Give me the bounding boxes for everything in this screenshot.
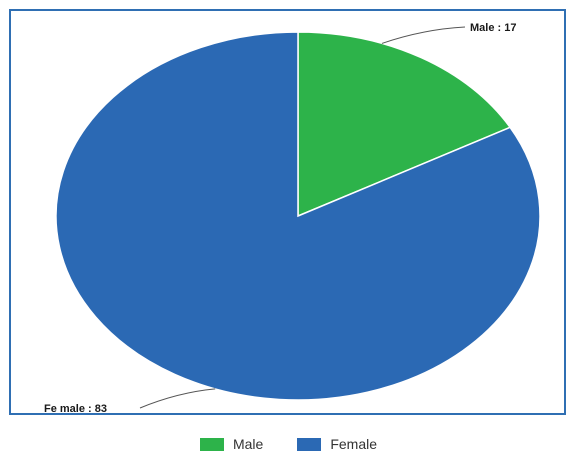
slice-label-male: Male : 17 — [470, 22, 516, 34]
legend-item-female[interactable]: Female — [297, 436, 377, 452]
chart-frame — [9, 9, 566, 415]
leader-line-male — [381, 26, 466, 44]
pie-slices — [55, 31, 541, 401]
pie-slice-male[interactable] — [297, 31, 512, 218]
leader-line-female — [139, 388, 216, 409]
leader-lines — [139, 26, 466, 409]
pie-slice-female[interactable] — [55, 31, 541, 401]
slice-label-female: Fe male : 83 — [44, 403, 107, 415]
legend: Male Female — [0, 436, 577, 452]
legend-item-male[interactable]: Male — [199, 436, 264, 452]
legend-label-male: Male — [232, 436, 264, 452]
legend-swatch-male — [199, 437, 224, 451]
legend-swatch-female — [297, 437, 322, 451]
legend-label-female: Female — [330, 436, 378, 452]
